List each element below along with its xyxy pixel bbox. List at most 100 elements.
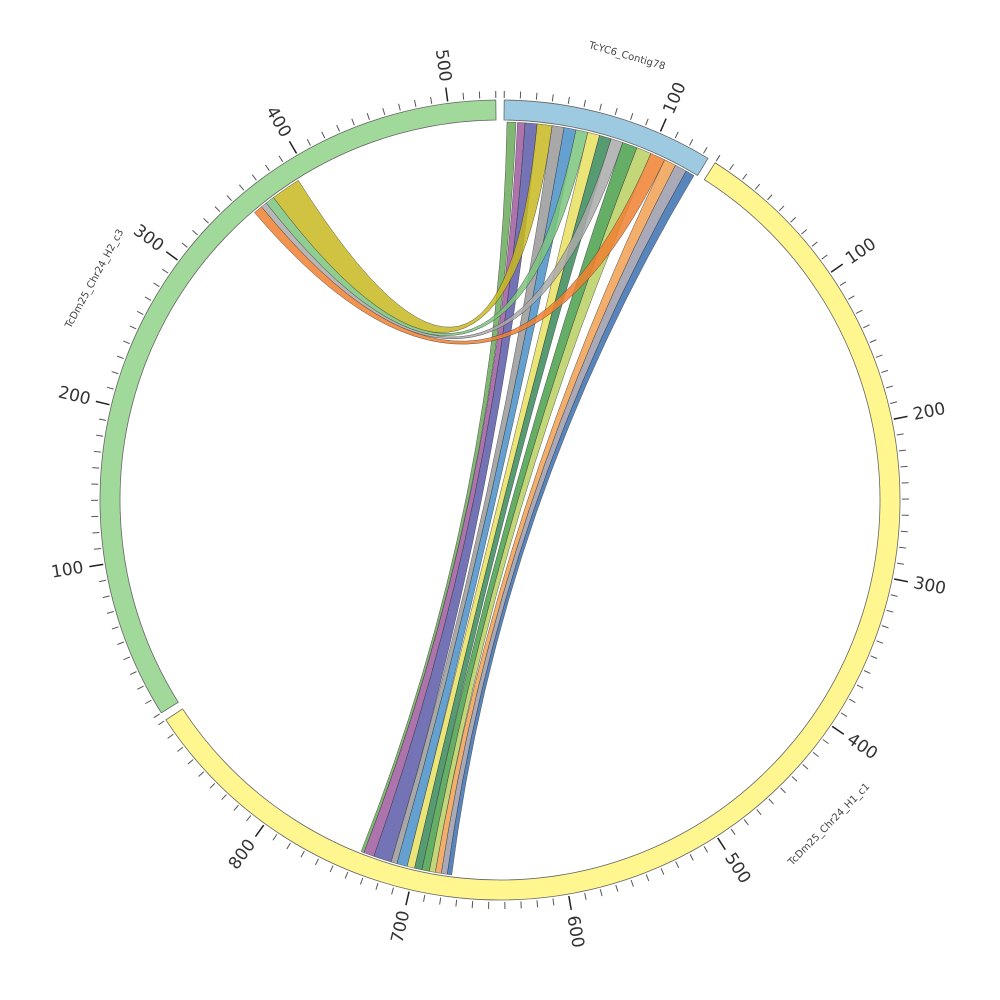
minor-tick	[144, 296, 152, 301]
minor-tick	[106, 610, 114, 614]
minor-tick	[900, 530, 908, 533]
minor-tick	[136, 310, 144, 315]
minor-tick	[551, 94, 554, 102]
minor-tick	[329, 865, 334, 873]
minor-tick	[890, 594, 898, 597]
minor-tick	[351, 118, 355, 126]
minor-tick	[306, 139, 311, 146]
minor-tick	[462, 92, 465, 100]
tick-label: 700	[387, 909, 414, 945]
tick-label: 600	[562, 914, 587, 949]
minor-tick	[768, 798, 774, 805]
minor-tick	[856, 684, 864, 689]
major-tick	[288, 140, 298, 154]
minor-tick	[675, 861, 680, 869]
minor-tick	[802, 764, 809, 770]
minor-tick	[855, 309, 863, 314]
minor-tick	[177, 746, 184, 752]
minor-tick	[192, 230, 199, 236]
minor-tick	[730, 828, 736, 835]
minor-tick	[715, 154, 721, 162]
major-tick	[893, 415, 908, 420]
minor-tick	[439, 897, 442, 905]
minor-tick	[158, 720, 165, 726]
minor-tick	[226, 195, 232, 202]
minor-tick	[742, 173, 748, 180]
minor-tick	[116, 355, 124, 360]
minor-tick	[812, 751, 819, 757]
tick-label: 200	[56, 383, 92, 410]
minor-tick	[167, 733, 174, 739]
tick-label: 200	[911, 399, 947, 425]
minor-tick	[583, 99, 586, 107]
minor-tick	[111, 626, 119, 630]
tick-label: 100	[659, 79, 690, 117]
tick-label: 800	[225, 835, 260, 873]
minor-tick	[689, 139, 694, 146]
minor-tick	[321, 131, 326, 139]
minor-tick	[137, 685, 144, 690]
minor-tick	[535, 92, 538, 100]
minor-tick	[870, 655, 878, 659]
major-tick	[405, 891, 410, 906]
minor-tick	[111, 371, 119, 375]
minor-tick	[703, 147, 708, 154]
minor-tick	[233, 804, 239, 811]
minor-tick	[398, 103, 401, 111]
minor-tick	[896, 562, 904, 565]
minor-tick	[300, 850, 305, 858]
tick-label: 100	[842, 234, 880, 269]
minor-tick	[92, 531, 100, 534]
minor-tick	[863, 324, 870, 329]
minor-tick	[423, 894, 426, 902]
minor-tick	[754, 183, 761, 190]
minor-tick	[123, 656, 131, 661]
major-tick	[831, 725, 845, 735]
minor-tick	[198, 771, 205, 777]
minor-tick	[849, 698, 856, 703]
minor-tick	[645, 118, 649, 126]
minor-tick	[129, 325, 137, 330]
minor-tick	[839, 281, 847, 286]
minor-tick	[881, 625, 889, 629]
minor-tick	[778, 205, 785, 212]
minor-tick	[743, 819, 749, 826]
minor-tick	[278, 155, 284, 163]
minor-tick	[660, 868, 665, 875]
major-tick	[659, 118, 667, 132]
minor-tick	[584, 892, 587, 900]
minor-tick	[689, 854, 694, 861]
minor-tick	[780, 787, 786, 794]
minor-tick	[214, 206, 221, 213]
minor-tick	[821, 254, 828, 260]
minor-tick	[129, 671, 137, 676]
minor-tick	[187, 759, 194, 765]
minor-tick	[99, 579, 107, 583]
minor-tick	[885, 385, 893, 389]
minor-tick	[886, 609, 894, 613]
minor-tick	[790, 217, 797, 223]
tick-label: 400	[843, 729, 881, 764]
minor-tick	[630, 879, 634, 887]
minor-tick	[344, 871, 349, 879]
minor-tick	[599, 889, 603, 897]
segment	[503, 99, 709, 176]
minor-tick	[840, 712, 848, 718]
minor-tick	[145, 699, 152, 705]
minor-tick	[314, 858, 319, 866]
major-tick	[717, 837, 726, 851]
minor-tick	[375, 882, 379, 890]
minor-tick	[703, 846, 709, 853]
minor-tick	[272, 834, 278, 841]
minor-tick	[899, 546, 907, 549]
minor-tick	[430, 96, 433, 104]
minor-tick	[246, 815, 252, 822]
minor-tick	[848, 295, 855, 300]
minor-tick	[875, 354, 883, 358]
tick-label: 400	[261, 103, 295, 141]
major-tick	[89, 563, 104, 568]
minor-tick	[106, 386, 114, 390]
segment	[165, 162, 901, 901]
minor-tick	[881, 369, 889, 374]
